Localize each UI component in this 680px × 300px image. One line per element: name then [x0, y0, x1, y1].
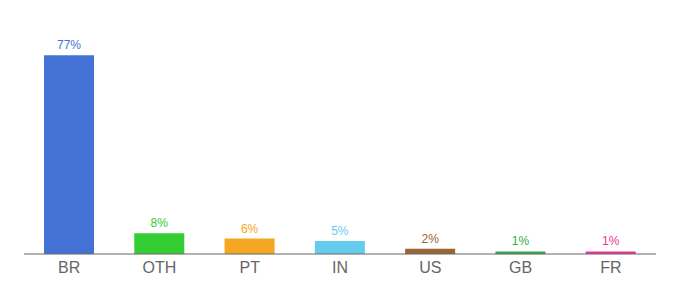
svg-text:2%: 2% — [421, 232, 439, 246]
svg-text:GB: GB — [509, 259, 532, 276]
svg-text:77%: 77% — [57, 38, 81, 52]
svg-text:US: US — [419, 259, 441, 276]
svg-text:5%: 5% — [331, 224, 349, 238]
svg-text:8%: 8% — [151, 216, 169, 230]
svg-text:OTH: OTH — [143, 259, 177, 276]
svg-text:BR: BR — [58, 259, 80, 276]
svg-text:PT: PT — [239, 259, 260, 276]
svg-text:6%: 6% — [241, 222, 259, 236]
svg-text:1%: 1% — [602, 234, 620, 248]
svg-text:1%: 1% — [512, 234, 530, 248]
svg-text:IN: IN — [332, 259, 348, 276]
svg-text:FR: FR — [600, 259, 621, 276]
